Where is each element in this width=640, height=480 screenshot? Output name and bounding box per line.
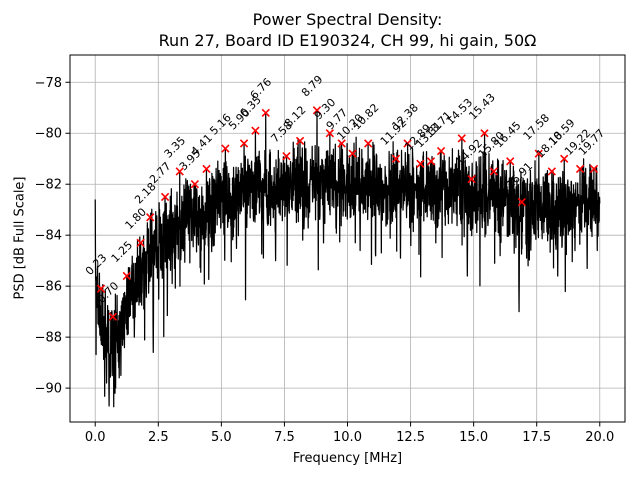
peak-marker	[547, 167, 557, 176]
peak-marker	[202, 164, 211, 174]
x-tick-label: 7.5	[274, 430, 295, 445]
psd-line	[94, 109, 601, 408]
peak-marker	[160, 192, 170, 202]
peak-marker	[480, 129, 489, 138]
peak-marker	[136, 238, 145, 247]
peak-marker	[239, 139, 249, 148]
peak-marker	[517, 197, 526, 207]
peak-marker	[295, 136, 305, 146]
peak-marker	[175, 167, 184, 176]
peak-annotation: 2.77	[147, 160, 174, 187]
peak-marker	[282, 152, 291, 161]
x-axis-label: Frequency [MHz]	[292, 451, 403, 466]
peak-marker	[534, 149, 543, 158]
peak-marker	[146, 213, 155, 222]
y-tick-label: −78	[35, 76, 62, 91]
y-tick-label: −84	[35, 229, 62, 244]
peak-marker	[560, 154, 569, 163]
peak-marker	[575, 164, 585, 174]
peak-marker	[364, 139, 373, 148]
peak-marker	[426, 157, 436, 166]
peak-annotation: 8.12	[282, 103, 309, 130]
peak-marker	[489, 167, 498, 176]
x-tick-label: 0.0	[85, 430, 106, 445]
x-tick-label: 20.0	[585, 430, 614, 445]
peak-marker	[403, 139, 412, 148]
peak-marker	[457, 134, 466, 143]
peak-marker	[312, 106, 322, 115]
y-tick-label: −86	[35, 280, 62, 295]
peak-marker	[506, 157, 515, 166]
x-tick-label: 5.0	[211, 430, 232, 445]
x-tick-label: 2.5	[148, 430, 169, 445]
x-tick-label: 10.0	[333, 430, 362, 445]
y-axis-label: PSD [dB Full Scale]	[12, 176, 28, 300]
x-tick-label: 17.5	[522, 430, 551, 445]
peak-annotation: 1.25	[109, 239, 136, 266]
peak-marker	[96, 284, 106, 293]
peak-marker	[467, 174, 476, 184]
peak-annotation: 4.41	[188, 132, 215, 159]
x-tick-label: 12.5	[396, 430, 425, 445]
peak-marker	[391, 154, 401, 163]
y-tick-label: −90	[35, 382, 62, 397]
peak-marker	[436, 146, 446, 156]
x-tick-label: 15.0	[459, 430, 488, 445]
chart-title-line1: Power Spectral Density:	[252, 10, 443, 29]
peak-annotation: 1.80	[123, 205, 150, 232]
peak-marker	[251, 126, 260, 135]
peak-marker	[108, 312, 118, 321]
peak-marker	[348, 149, 357, 158]
y-tick-label: −88	[35, 331, 62, 346]
peak-marker	[221, 144, 230, 153]
peak-marker	[122, 271, 131, 281]
peak-annotation: 6.76	[248, 75, 275, 102]
y-tick-label: −82	[35, 178, 62, 193]
chart-title: Power Spectral Density: Run 27, Board ID…	[70, 9, 625, 51]
peak-marker	[337, 139, 346, 148]
chart-title-line2: Run 27, Board ID E190324, CH 99, hi gain…	[158, 31, 537, 50]
peak-marker	[325, 129, 335, 138]
peak-marker	[261, 108, 270, 118]
peak-marker	[589, 164, 599, 174]
peak-marker	[416, 159, 425, 168]
peak-annotation: 8.79	[299, 73, 326, 100]
y-tick-label: −80	[35, 127, 62, 142]
peak-marker	[190, 180, 200, 189]
